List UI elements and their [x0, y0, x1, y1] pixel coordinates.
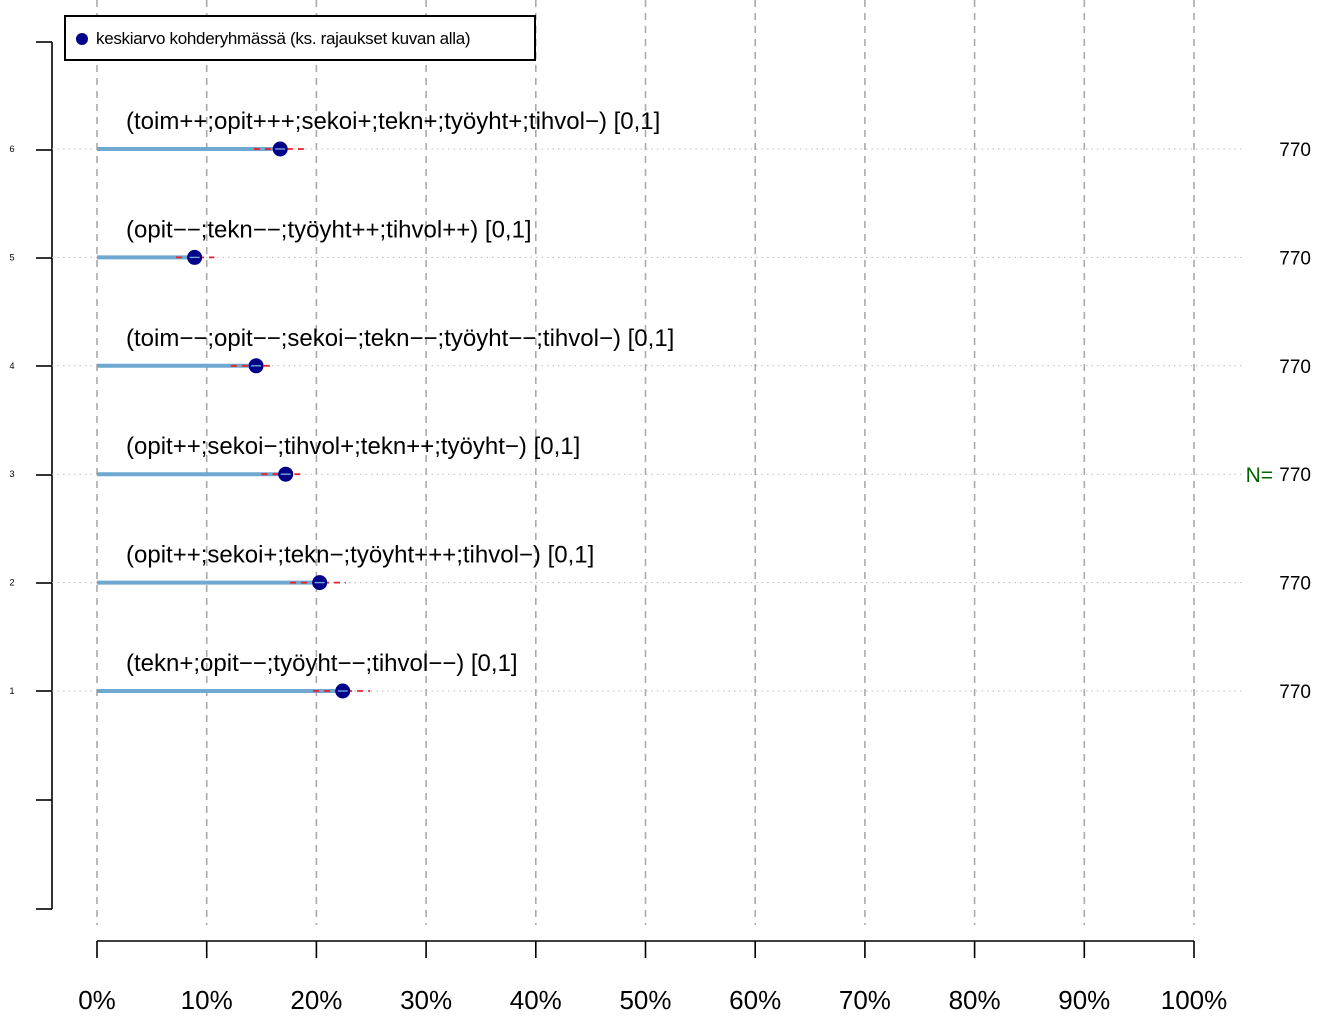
row-n-value: 770 [1279, 465, 1311, 486]
x-tick-label: 50% [619, 985, 671, 1015]
legend: keskiarvo kohderyhmässä (ks. rajaukset k… [64, 15, 536, 61]
x-axis: 0% 10% 20% 30% 40% 50% 60% 70% 80% 90% 100% [78, 940, 1228, 1015]
y-tick-label: 3 [9, 469, 14, 479]
data-rows: (toim++;opit+++;sekoi+;tekn+;työyht+;tih… [52, 108, 1311, 703]
x-tick-label: 10% [181, 985, 233, 1015]
x-tick-label: 30% [400, 985, 452, 1015]
row-label: (toim++;opit+++;sekoi+;tekn+;työyht+;tih… [126, 108, 660, 135]
y-tick-label: 1 [9, 686, 14, 696]
legend-marker [76, 33, 88, 45]
y-axis: 1 2 3 4 5 6 [9, 41, 53, 910]
grid-lines [96, 0, 1195, 925]
x-tick-label: 80% [949, 985, 1001, 1015]
row-n-value: 770 [1279, 140, 1311, 161]
x-tick-label: 90% [1058, 985, 1110, 1015]
row-n-value: 770 [1279, 574, 1311, 595]
legend-label: keskiarvo kohderyhmässä (ks. rajaukset k… [96, 29, 471, 48]
row-n-value: 770 [1279, 248, 1311, 269]
row-n-value: 770 [1279, 682, 1311, 703]
row-label: (tekn+;opit−−;työyht−−;tihvol−−) [0,1] [126, 650, 518, 677]
y-tick-label: 4 [9, 361, 14, 371]
x-tick-label: 60% [729, 985, 781, 1015]
x-tick-label: 70% [839, 985, 891, 1015]
x-tick-label: 20% [290, 985, 342, 1015]
x-tick-label: 40% [510, 985, 562, 1015]
y-tick-label: 6 [9, 144, 14, 154]
n-prefix-label: N= [1246, 464, 1273, 487]
row-label: (opit++;sekoi+;tekn−;työyht+++;tihvol−) … [126, 542, 594, 569]
row-label: (toim−−;opit−−;sekoi−;tekn−−;työyht−−;ti… [126, 325, 674, 352]
x-tick-label: 100% [1161, 985, 1228, 1015]
x-tick-label: 0% [78, 985, 116, 1015]
y-tick-label: 5 [9, 252, 14, 262]
row-n-value: 770 [1279, 357, 1311, 378]
row-label: (opit++;sekoi−;tihvol+;tekn++;työyht−) [… [126, 433, 580, 460]
row-label: (opit−−;tekn−−;työyht++;tihvol++) [0,1] [126, 216, 532, 243]
y-tick-label: 2 [9, 578, 14, 588]
